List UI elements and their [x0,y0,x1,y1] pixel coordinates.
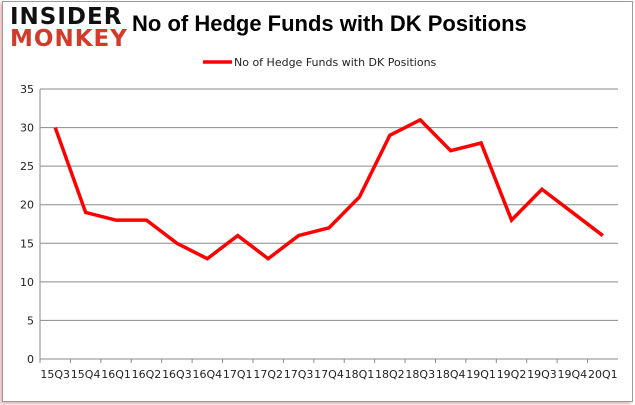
x-tick-label: 17Q1 [223,368,253,381]
x-tick-label: 16Q4 [192,368,222,381]
y-tick-label: 5 [27,314,34,327]
legend-label: No of Hedge Funds with DK Positions [234,56,437,69]
logo-line2: MONKEY [10,26,128,52]
x-tick-label: 19Q2 [497,368,527,381]
x-tick-label: 19Q1 [466,368,496,381]
x-tick-label: 18Q1 [345,368,375,381]
x-tick-label: 19Q3 [527,368,557,381]
insider-monkey-logo: INSIDER MONKEY [10,4,128,52]
chart-title: No of Hedge Funds with DK Positions [132,11,527,36]
x-tick-label: 17Q2 [253,368,283,381]
x-tick-label: 17Q4 [314,368,344,381]
y-tick-label: 20 [20,199,34,212]
x-tick-label: 16Q1 [101,368,131,381]
x-tick-label: 18Q3 [405,368,435,381]
x-tick-label: 15Q4 [71,368,101,381]
y-tick-label: 35 [20,83,34,96]
x-tick-label: 16Q3 [162,368,192,381]
series-line [53,117,604,261]
logo-line1: INSIDER [10,4,123,30]
y-tick-label: 25 [20,160,34,173]
x-tick-label: 20Q1 [588,368,618,381]
x-tick-label: 18Q4 [436,368,466,381]
y-tick-label: 10 [20,276,34,289]
x-tick-label: 16Q2 [132,368,162,381]
y-tick-label: 15 [20,237,34,250]
x-tick-label: 17Q3 [284,368,314,381]
y-tick-label: 0 [27,353,34,366]
x-tick-label: 19Q4 [558,368,588,381]
x-tick-label: 18Q2 [375,368,405,381]
y-tick-label: 30 [20,122,34,135]
x-tick-label: 15Q3 [40,368,70,381]
